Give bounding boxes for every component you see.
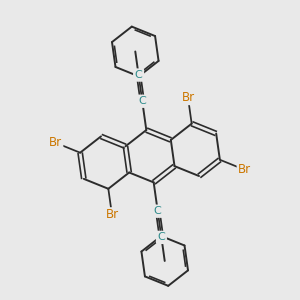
Text: Br: Br bbox=[182, 91, 195, 104]
Text: Br: Br bbox=[105, 208, 119, 221]
Text: C: C bbox=[138, 96, 146, 106]
Text: Br: Br bbox=[238, 163, 251, 176]
Text: C: C bbox=[158, 232, 165, 242]
Text: C: C bbox=[154, 206, 162, 216]
Text: Br: Br bbox=[49, 136, 62, 149]
Text: C: C bbox=[135, 70, 142, 80]
